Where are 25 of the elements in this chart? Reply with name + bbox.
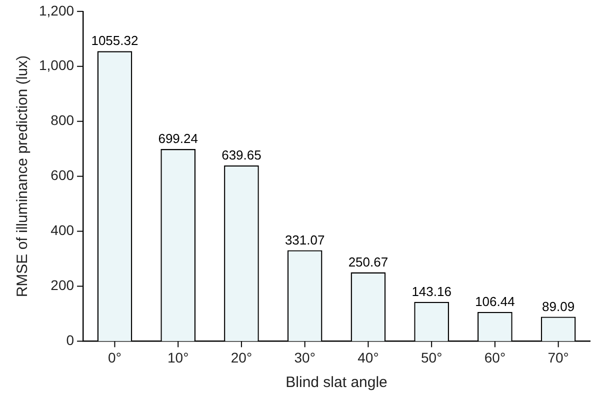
x-tick-label: 50°	[420, 349, 442, 366]
x-axis-title: Blind slat angle	[286, 374, 388, 392]
data-label: 143.16	[412, 284, 452, 299]
x-tick-label: 30°	[294, 349, 316, 366]
data-label: 699.24	[158, 131, 198, 146]
data-label: 331.07	[284, 232, 325, 248]
y-tick-label: 400	[50, 222, 74, 238]
data-label: 89.09	[542, 298, 575, 314]
y-tick-label: 1,200	[38, 2, 74, 18]
x-tick-label: 70°	[548, 349, 569, 366]
x-tick-label: 0°	[108, 349, 122, 366]
data-label: 1055.32	[91, 33, 138, 48]
x-tick-label: 40°	[358, 349, 379, 366]
y-tick-label: 600	[50, 167, 74, 184]
y-tick-label: 800	[50, 112, 74, 128]
y-tick-label: 1,000	[38, 57, 74, 74]
x-tick-label: 60°	[484, 349, 506, 366]
data-label: 639.65	[222, 147, 262, 162]
y-tick-label: 0	[66, 332, 74, 348]
x-tick-label: 10°	[168, 349, 189, 366]
y-tick-label: 200	[50, 277, 74, 294]
y-axis-title: RMSE of illuminance prediction (lux)	[14, 55, 32, 298]
data-label: 250.67	[348, 254, 388, 270]
x-tick-label: 20°	[230, 349, 252, 366]
data-label: 106.44	[475, 294, 515, 310]
